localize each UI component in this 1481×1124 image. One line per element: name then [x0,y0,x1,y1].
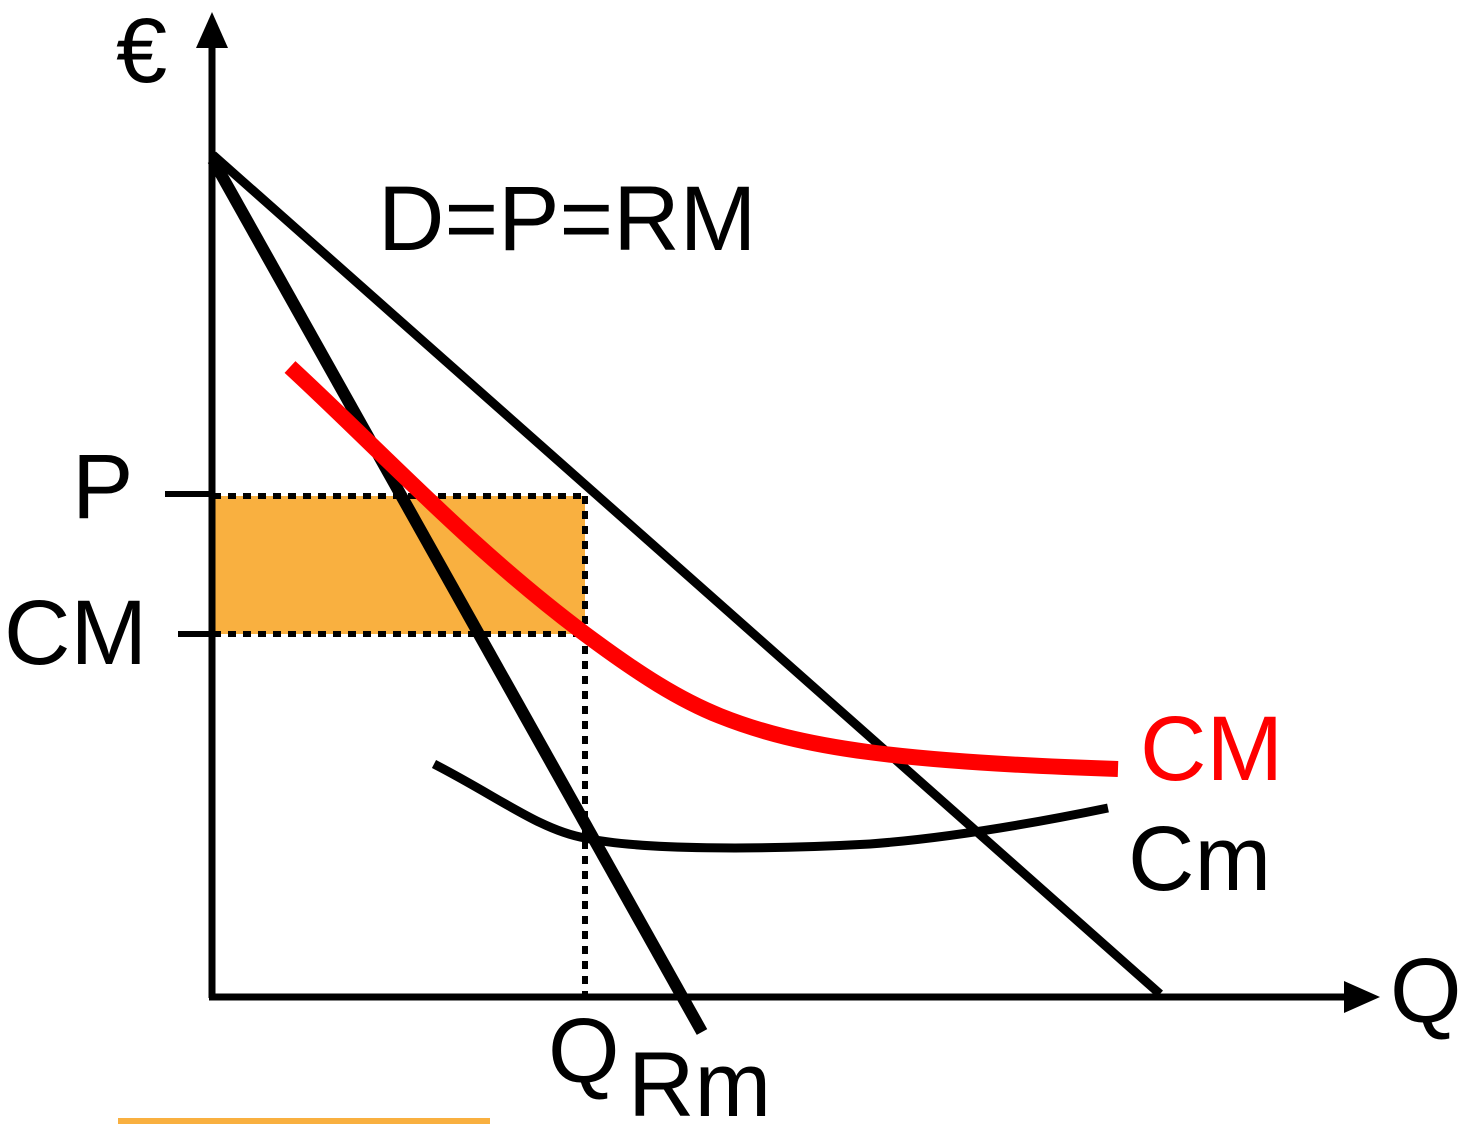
quantity-subscript: Rm [628,1034,771,1124]
profit-area [213,496,585,634]
average-cost-curve [284,361,1119,777]
avg-cost-axis-label: CM [4,582,147,684]
demand-curve [210,151,1163,998]
demand-label: D=P=RM [378,168,756,270]
avg-cost-curve-label: CM [1140,698,1283,800]
x-axis-label: Q [1390,940,1462,1042]
price-label: P [72,436,133,538]
y-axis-arrow [196,12,228,48]
marginal-revenue-curve [207,157,708,1035]
y-axis-label: € [116,0,167,102]
quantity-label: Q [548,1000,620,1102]
x-axis-arrow [1344,981,1380,1013]
marginal-cost-label: Cm [1128,808,1271,910]
marginal-cost-curve [431,759,1109,853]
